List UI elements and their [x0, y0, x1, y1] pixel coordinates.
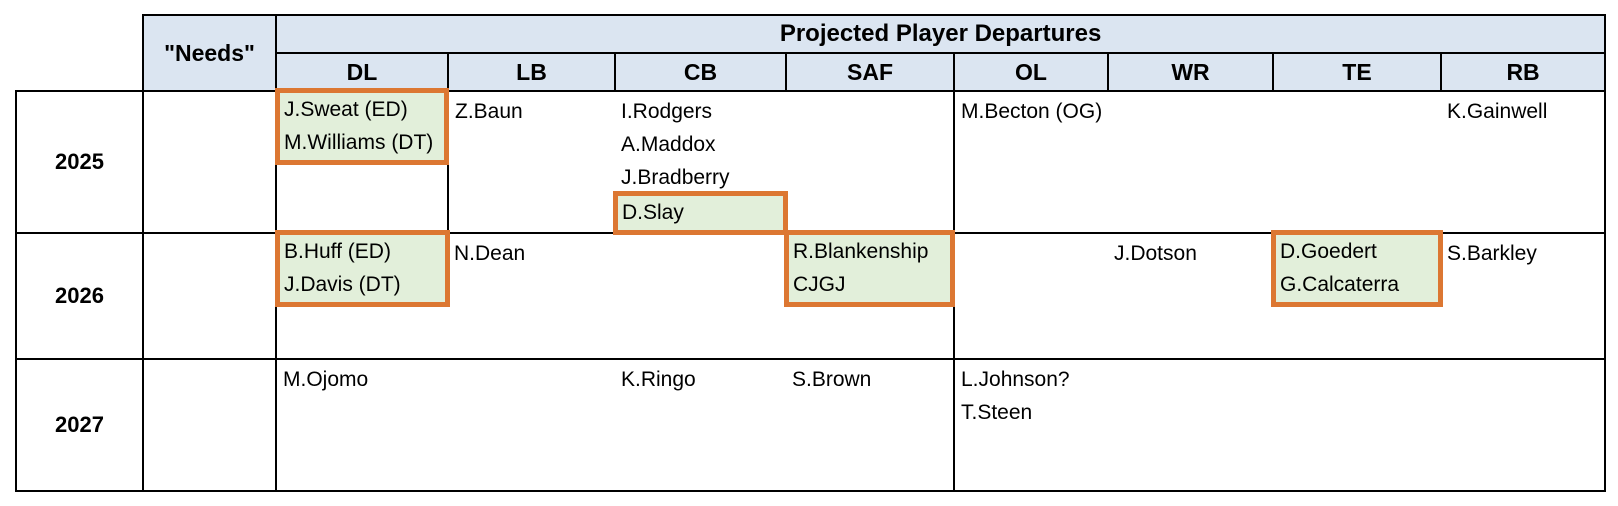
- column-header-wr[interactable]: WR: [1107, 52, 1274, 92]
- player-entry: K.Gainwell: [1447, 100, 1548, 123]
- cell-2026-wr[interactable]: J.Dotson: [1108, 233, 1273, 360]
- corner-spacer: [16, 15, 143, 91]
- departures-table: "Needs" Projected Player Departures DL L…: [15, 14, 1607, 492]
- player-entry: J.Dotson: [1114, 242, 1197, 265]
- cell-2025-needs[interactable]: [142, 91, 277, 234]
- player-entry: S.Barkley: [1447, 242, 1537, 265]
- player-entry: S.Brown: [792, 368, 872, 391]
- player-entry: Z.Baun: [455, 100, 523, 123]
- column-header-cb[interactable]: CB: [614, 52, 787, 92]
- player-entry: CJGJ: [793, 273, 846, 296]
- cell-2025-te[interactable]: [1273, 91, 1441, 234]
- cell-2025-lb[interactable]: Z.Baun: [448, 91, 615, 234]
- cell-2025-saf[interactable]: [786, 91, 955, 234]
- player-entry: M.Williams (DT): [284, 131, 434, 154]
- year-cell-2027[interactable]: 2027: [15, 358, 144, 492]
- cell-2026-needs[interactable]: [142, 233, 277, 360]
- cell-2026-cb[interactable]: [615, 233, 786, 360]
- cell-2026-te[interactable]: D.Goedert G.Calcaterra: [1271, 230, 1443, 360]
- cell-2026-lb[interactable]: N.Dean: [448, 233, 615, 360]
- highlight-box: B.Huff (ED) J.Davis (DT): [275, 230, 450, 307]
- cell-2027-lb[interactable]: [448, 359, 615, 492]
- highlight-box: J.Sweat (ED) M.Williams (DT): [275, 88, 449, 165]
- cell-2027-te[interactable]: [1273, 359, 1441, 492]
- column-header-saf[interactable]: SAF: [785, 52, 955, 92]
- cell-2026-ol[interactable]: [954, 233, 1108, 360]
- player-entry: A.Maddox: [621, 133, 716, 156]
- table-row: 2026 B.Huff (ED) J.Davis (DT) N.Dean R.B…: [15, 230, 1607, 360]
- cell-2027-dl[interactable]: M.Ojomo: [275, 359, 448, 492]
- cell-2027-ol[interactable]: L.Johnson? T.Steen: [954, 359, 1108, 492]
- cell-2027-rb[interactable]: [1441, 359, 1607, 492]
- cell-2027-needs[interactable]: [142, 359, 277, 492]
- player-entry: J.Davis (DT): [284, 273, 401, 296]
- needs-column-header[interactable]: "Needs": [142, 14, 277, 92]
- cell-2025-wr[interactable]: [1108, 91, 1273, 234]
- column-header-dl[interactable]: DL: [275, 52, 449, 92]
- cell-2025-dl[interactable]: J.Sweat (ED) M.Williams (DT): [275, 88, 449, 234]
- highlight-box: D.Slay: [613, 191, 788, 235]
- table-row: 2025 J.Sweat (ED) M.Williams (DT) Z.Baun…: [15, 88, 1607, 235]
- cell-2025-cb[interactable]: I.Rodgers A.Maddox J.Bradberry D.Slay: [613, 91, 788, 235]
- player-entry: I.Rodgers: [621, 100, 713, 123]
- cell-2026-saf[interactable]: R.Blankenship CJGJ: [784, 230, 955, 360]
- player-entry: G.Calcaterra: [1280, 273, 1400, 296]
- player-entry: K.Ringo: [621, 368, 696, 391]
- table-row: 2027 M.Ojomo K.Ringo S.Brown L.Johnson? …: [15, 358, 1607, 492]
- year-cell-2026[interactable]: 2026: [15, 232, 144, 360]
- column-header-rb[interactable]: RB: [1439, 52, 1607, 92]
- cell-2027-wr[interactable]: [1108, 359, 1273, 492]
- table-title[interactable]: Projected Player Departures: [274, 14, 1607, 54]
- player-entry: B.Huff (ED): [284, 240, 391, 263]
- player-entry: R.Blankenship: [793, 240, 929, 263]
- cell-2027-saf[interactable]: S.Brown: [786, 359, 955, 492]
- player-entry: M.Becton (OG): [961, 100, 1103, 123]
- column-header-te[interactable]: TE: [1272, 52, 1442, 92]
- cell-2025-ol[interactable]: M.Becton (OG): [954, 91, 1108, 234]
- column-header-lb[interactable]: LB: [447, 52, 616, 92]
- player-entry: M.Ojomo: [283, 368, 369, 391]
- cell-2026-dl[interactable]: B.Huff (ED) J.Davis (DT): [275, 230, 450, 360]
- player-entry: J.Sweat (ED): [284, 98, 408, 121]
- player-entry: D.Goedert: [1280, 240, 1377, 263]
- cell-2027-cb[interactable]: K.Ringo: [615, 359, 786, 492]
- player-entry: T.Steen: [961, 401, 1033, 424]
- highlight-box: D.Goedert G.Calcaterra: [1271, 230, 1443, 307]
- player-entry: L.Johnson?: [961, 368, 1070, 391]
- column-header-ol[interactable]: OL: [953, 52, 1109, 92]
- player-entry: N.Dean: [454, 242, 526, 265]
- cell-2025-rb[interactable]: K.Gainwell: [1441, 91, 1607, 234]
- highlight-box: R.Blankenship CJGJ: [784, 230, 955, 307]
- player-entry: J.Bradberry: [621, 166, 730, 189]
- cell-2026-rb[interactable]: S.Barkley: [1441, 233, 1607, 360]
- player-entry: D.Slay: [622, 201, 684, 224]
- year-cell-2025[interactable]: 2025: [15, 90, 144, 234]
